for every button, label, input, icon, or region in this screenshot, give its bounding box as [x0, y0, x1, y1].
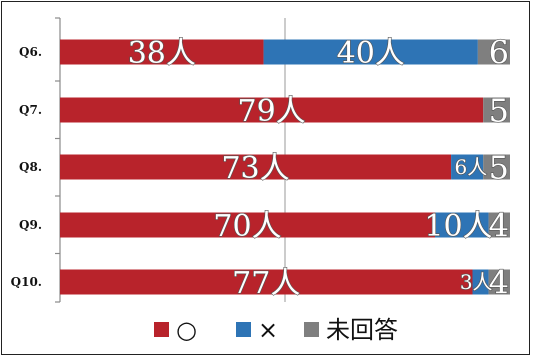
- bar-segment: [477, 39, 510, 65]
- bar-segment: [263, 39, 478, 65]
- bar-segment: [483, 97, 510, 123]
- legend-label: 未回答: [326, 316, 398, 344]
- category-label: Q9.: [19, 218, 42, 232]
- bar-segment: [472, 269, 489, 295]
- bar-segment: [60, 97, 484, 123]
- data-label: 6: [489, 34, 509, 72]
- bar-segment: [60, 269, 473, 295]
- legend-label: ×: [258, 316, 278, 344]
- legend-swatch: [236, 322, 251, 337]
- data-label: 3人: [460, 270, 493, 294]
- bar-segment: [435, 212, 489, 238]
- bar-segment: [488, 269, 510, 295]
- category-label: Q10.: [11, 275, 42, 289]
- data-label: 10人: [424, 209, 492, 244]
- data-label: 79人: [238, 94, 306, 129]
- data-label: 6人: [454, 155, 487, 179]
- bar-segment: [451, 154, 484, 180]
- legend-swatch: [304, 322, 319, 337]
- bar-segment: [60, 212, 435, 238]
- bar-segment: [60, 39, 264, 65]
- category-label: Q6.: [19, 45, 42, 59]
- data-label: 70人: [213, 209, 281, 244]
- bar-segment: [483, 154, 510, 180]
- data-label: 77人: [232, 266, 300, 301]
- legend-label: ○: [176, 316, 197, 344]
- legend-swatch: [154, 322, 169, 337]
- bar-segment: [488, 212, 510, 238]
- data-label: 4: [489, 264, 509, 302]
- data-label: 5: [489, 149, 509, 187]
- data-label: 5: [489, 92, 509, 130]
- category-label: Q7.: [19, 103, 42, 117]
- data-label: 40人: [337, 36, 405, 71]
- bar-segment: [60, 154, 452, 180]
- data-label: 38人: [128, 36, 196, 71]
- data-label: 73人: [221, 151, 289, 186]
- category-label: Q8.: [19, 160, 42, 174]
- data-label: 4: [489, 207, 509, 245]
